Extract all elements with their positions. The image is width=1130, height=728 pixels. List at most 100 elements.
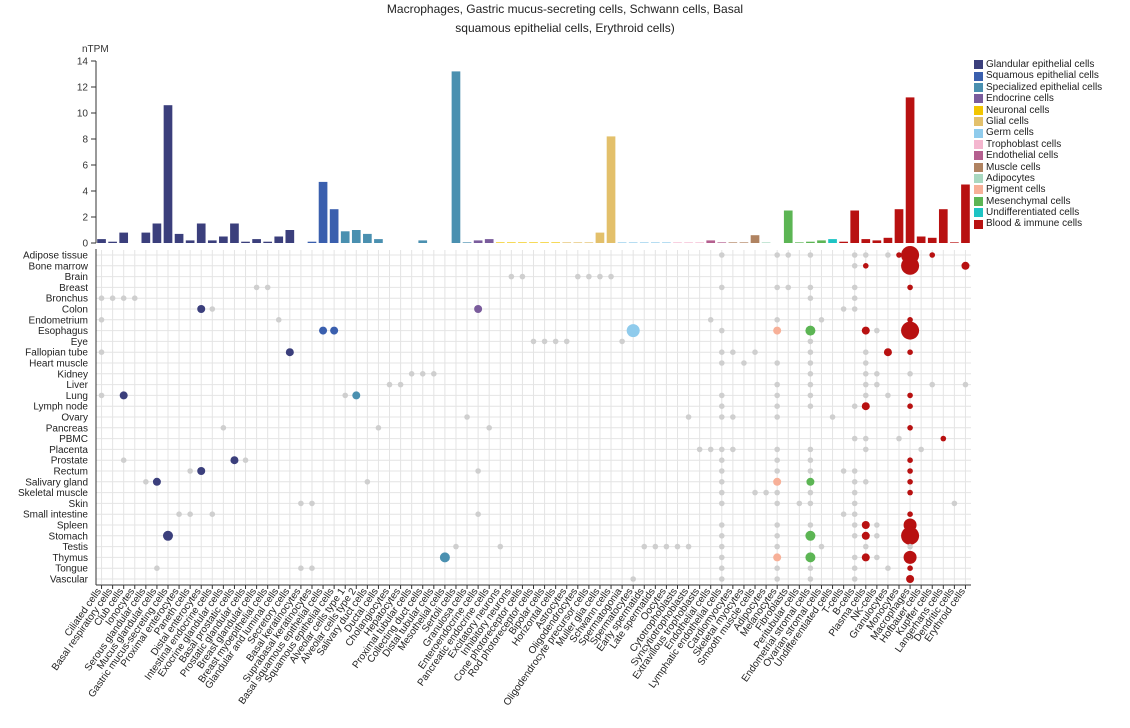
- expression-dot: [901, 256, 920, 275]
- expression-dot: [896, 435, 902, 442]
- expression-dot: [829, 414, 836, 420]
- legend-swatch: [974, 139, 983, 149]
- bar: [695, 242, 704, 243]
- tissue-label: Skin: [69, 499, 88, 510]
- tissue-label: Vascular: [50, 575, 89, 586]
- legend-swatch: [974, 105, 983, 115]
- expression-dot: [774, 392, 780, 399]
- bar: [484, 239, 494, 243]
- expression-dot: [807, 338, 814, 345]
- expression-dot: [674, 543, 681, 550]
- expression-dot: [862, 479, 869, 485]
- expression-dot: [818, 543, 825, 550]
- bar: [185, 240, 195, 243]
- expression-dot: [773, 553, 782, 562]
- expression-dot: [220, 425, 227, 431]
- expression-dot: [940, 435, 947, 442]
- expression-dot: [519, 273, 526, 280]
- expression-dot: [885, 565, 891, 571]
- bar: [872, 240, 882, 243]
- expression-dot: [586, 273, 592, 280]
- expression-dot: [774, 360, 780, 366]
- legend-label: Undifferentiated cells: [986, 207, 1080, 219]
- legend-label: Specialized epithelial cells: [986, 81, 1103, 93]
- expression-dot: [851, 306, 858, 312]
- expression-dot: [807, 371, 814, 377]
- expression-dot: [851, 468, 858, 474]
- expression-dot: [907, 371, 913, 377]
- tissue-label: Skeletal muscle: [18, 488, 88, 499]
- legend-item: Adipocytes: [974, 173, 1102, 184]
- y-tick-label: 4: [82, 187, 88, 198]
- expression-dot: [718, 543, 725, 550]
- expression-dot: [707, 446, 714, 453]
- legend-swatch: [974, 128, 983, 138]
- bar: [883, 237, 893, 243]
- expression-dot: [918, 446, 924, 453]
- legend-item: Mesenchymal cells: [974, 196, 1102, 207]
- bar: [529, 242, 538, 243]
- bar: [628, 242, 638, 243]
- expression-dot: [763, 489, 769, 496]
- expression-dot: [718, 479, 725, 485]
- expression-dot: [718, 533, 725, 539]
- expression-dot: [197, 467, 206, 475]
- expression-dot: [230, 456, 239, 465]
- expression-dot: [807, 403, 814, 410]
- bar: [706, 240, 716, 243]
- expression-dot: [907, 284, 913, 291]
- legend-swatch: [974, 208, 983, 218]
- bar: [684, 242, 693, 243]
- expression-dot: [730, 414, 736, 420]
- expression-dot: [641, 543, 648, 550]
- expression-dot: [774, 500, 780, 507]
- tissue-label: Rectum: [54, 467, 88, 478]
- expression-dot: [330, 326, 339, 335]
- legend-item: Germ cells: [974, 127, 1102, 138]
- expression-dot: [364, 479, 371, 485]
- expression-dot: [807, 349, 814, 356]
- expression-dot: [431, 371, 437, 377]
- tissue-label: Kidney: [57, 369, 88, 380]
- bar: [894, 209, 904, 243]
- expression-dot: [862, 263, 869, 269]
- tissue-label: Pancreas: [46, 423, 88, 434]
- tissue-label: Small intestine: [23, 510, 88, 521]
- bar: [318, 181, 328, 243]
- expression-dot: [718, 554, 725, 561]
- expression-dot: [652, 543, 659, 550]
- bar: [252, 239, 261, 243]
- bar: [606, 136, 616, 243]
- expression-dot: [352, 391, 361, 400]
- tissue-label: Colon: [62, 305, 88, 316]
- bar: [163, 105, 173, 243]
- y-tick-label: 14: [77, 57, 89, 68]
- expression-dot: [718, 457, 725, 464]
- expression-dot: [796, 500, 803, 507]
- bar: [141, 232, 151, 243]
- expression-dot: [685, 414, 692, 420]
- bar: [717, 242, 727, 243]
- bar: [573, 242, 583, 243]
- tissue-label: Liver: [66, 380, 88, 391]
- legend-label: Glandular epithelial cells: [986, 59, 1095, 70]
- expression-dot: [874, 522, 880, 528]
- expression-dot: [907, 468, 913, 474]
- expression-dot: [851, 554, 858, 561]
- expression-dot: [718, 489, 725, 496]
- chart-title: Macrophages, Gastric mucus-secreting cel…: [280, 0, 850, 38]
- expression-dot: [264, 284, 271, 291]
- expression-dot: [907, 403, 913, 410]
- legend-label: Adipocytes: [986, 172, 1035, 184]
- expression-dot: [718, 327, 725, 334]
- expression-dot: [319, 326, 328, 335]
- expression-dot: [619, 338, 625, 345]
- expression-dot: [907, 489, 913, 496]
- legend-label: Blood & immune cells: [986, 218, 1083, 230]
- legend-item: Blood & immune cells: [974, 218, 1102, 229]
- expression-dot: [718, 414, 725, 420]
- expression-dot: [774, 381, 780, 388]
- expression-dot: [851, 522, 858, 528]
- bar: [507, 242, 516, 243]
- expression-dot: [375, 425, 382, 431]
